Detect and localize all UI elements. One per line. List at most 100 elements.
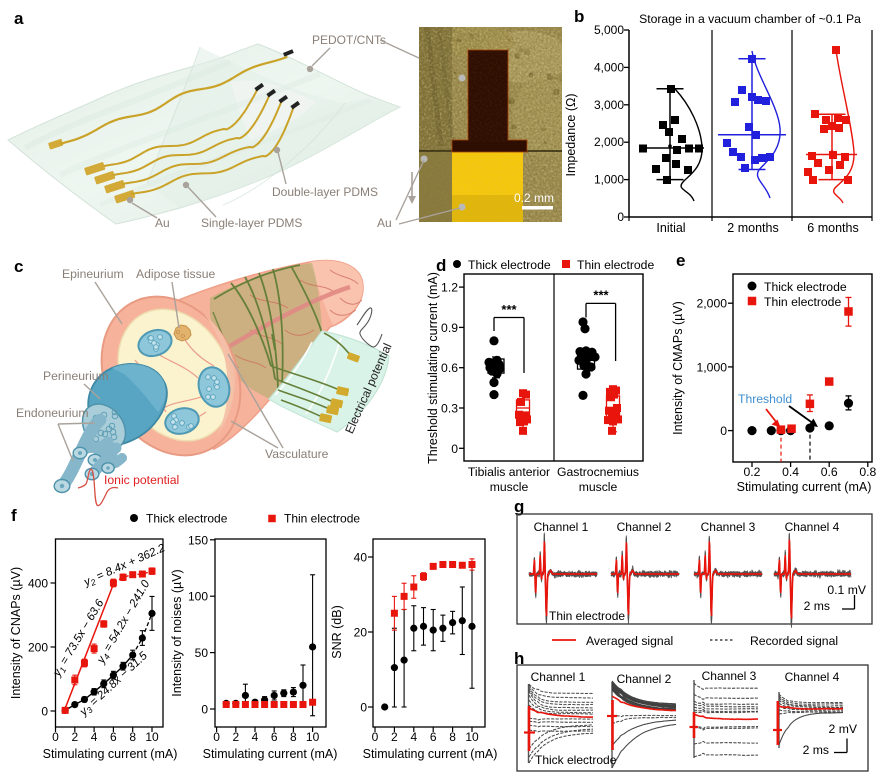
svg-text:SNR (dB): SNR (dB): [330, 605, 344, 658]
svg-text:Stimulating current (mA): Stimulating current (mA): [737, 480, 872, 494]
svg-text:Channel 2: Channel 2: [617, 672, 672, 686]
svg-text:Adipose tissue: Adipose tissue: [136, 267, 215, 281]
svg-text:0: 0: [41, 705, 48, 719]
svg-text:Thick electrode: Thick electrode: [468, 258, 551, 272]
svg-text:0: 0: [617, 210, 624, 224]
svg-text:***: ***: [501, 302, 517, 317]
svg-text:Gastrocnemius: Gastrocnemius: [557, 465, 639, 479]
svg-text:Au: Au: [377, 216, 392, 230]
svg-text:Thick electrode: Thick electrode: [764, 280, 847, 294]
svg-text:Storage in a vacuum chamber of: Storage in a vacuum chamber of ~0.1 Pa: [639, 12, 861, 26]
svg-text:0: 0: [451, 442, 458, 456]
svg-text:h: h: [514, 649, 524, 668]
svg-text:0.8: 0.8: [859, 465, 876, 479]
svg-text:6 months: 6 months: [807, 221, 858, 235]
svg-text:muscle: muscle: [490, 480, 529, 494]
svg-text:Initial: Initial: [656, 221, 685, 235]
svg-text:Intensity of CNAPs (µV): Intensity of CNAPs (µV): [9, 567, 23, 699]
svg-text:0.4: 0.4: [782, 465, 799, 479]
svg-text:0: 0: [360, 701, 367, 715]
svg-text:Au: Au: [155, 216, 170, 230]
svg-text:d: d: [436, 256, 446, 275]
svg-text:PEDOT/CNTs: PEDOT/CNTs: [312, 33, 386, 47]
svg-text:Thin electrode: Thin electrode: [764, 295, 841, 309]
svg-text:Recorded signal: Recorded signal: [750, 634, 838, 648]
svg-text:0: 0: [52, 730, 59, 744]
svg-text:b: b: [574, 7, 584, 26]
svg-text:0: 0: [201, 703, 208, 717]
svg-text:0: 0: [372, 730, 379, 744]
svg-text:4: 4: [410, 730, 417, 744]
svg-text:2 ms: 2 ms: [803, 743, 829, 757]
svg-text:1.2: 1.2: [441, 281, 458, 295]
svg-text:6: 6: [430, 730, 437, 744]
svg-text:8: 8: [449, 730, 456, 744]
svg-text:0.3: 0.3: [441, 402, 458, 416]
svg-text:4: 4: [252, 730, 259, 744]
svg-text:Channel 3: Channel 3: [702, 669, 757, 683]
svg-text:10: 10: [306, 730, 320, 744]
svg-text:2,000: 2,000: [697, 297, 728, 311]
svg-text:1,000: 1,000: [697, 360, 728, 374]
svg-text:g: g: [514, 497, 524, 516]
svg-text:40: 40: [354, 551, 368, 565]
svg-text:c: c: [14, 257, 23, 276]
svg-text:Epineurium: Epineurium: [62, 267, 124, 281]
svg-text:***: ***: [593, 288, 609, 303]
svg-text:8: 8: [290, 730, 297, 744]
svg-text:Channel 1: Channel 1: [531, 670, 586, 684]
svg-text:5,000: 5,000: [594, 23, 624, 37]
svg-text:0: 0: [720, 424, 727, 438]
svg-text:20: 20: [354, 626, 368, 640]
svg-text:Channel 4: Channel 4: [785, 520, 840, 534]
svg-text:Impedance (Ω): Impedance (Ω): [564, 94, 578, 177]
svg-text:4,000: 4,000: [594, 60, 624, 74]
svg-text:Channel 1: Channel 1: [534, 520, 589, 534]
svg-text:0.2 mm: 0.2 mm: [514, 191, 554, 205]
svg-text:0: 0: [213, 730, 220, 744]
svg-text:Channel 2: Channel 2: [617, 520, 672, 534]
svg-text:Channel 3: Channel 3: [701, 520, 756, 534]
svg-text:2 mV: 2 mV: [829, 722, 858, 736]
svg-text:2,000: 2,000: [594, 135, 624, 149]
svg-text:0.2: 0.2: [744, 465, 761, 479]
svg-text:2: 2: [391, 730, 398, 744]
svg-text:8: 8: [129, 730, 136, 744]
svg-text:0.6: 0.6: [821, 465, 838, 479]
svg-text:6: 6: [110, 730, 117, 744]
svg-text:Stimulating current (mA): Stimulating current (mA): [43, 747, 178, 761]
svg-text:150: 150: [188, 533, 208, 547]
svg-text:50: 50: [195, 646, 209, 660]
svg-text:a: a: [14, 9, 24, 28]
svg-text:Ionic potential: Ionic potential: [104, 473, 179, 487]
svg-text:Threshold: Threshold: [738, 392, 792, 406]
svg-text:0.1 mV: 0.1 mV: [827, 583, 866, 597]
svg-text:Endoneurium: Endoneurium: [16, 406, 89, 420]
svg-text:Thin electrode: Thin electrode: [284, 512, 360, 526]
svg-text:Intensity of CMAPs (µV): Intensity of CMAPs (µV): [671, 301, 685, 435]
svg-text:0.9: 0.9: [441, 321, 458, 335]
svg-text:4: 4: [91, 730, 98, 744]
svg-text:2 ms: 2 ms: [804, 599, 830, 613]
svg-text:Thick electrode: Thick electrode: [535, 753, 617, 767]
svg-text:e: e: [676, 251, 685, 270]
svg-text:400: 400: [28, 577, 48, 591]
svg-text:2 months: 2 months: [727, 221, 778, 235]
svg-text:Single-layer PDMS: Single-layer PDMS: [201, 216, 302, 230]
svg-text:0.6: 0.6: [441, 361, 458, 375]
svg-text:3,000: 3,000: [594, 98, 624, 112]
svg-text:Thick electrode: Thick electrode: [146, 512, 228, 526]
svg-text:Threshold stimulating current: Threshold stimulating current (mA): [426, 272, 440, 464]
svg-text:Channel 4: Channel 4: [785, 670, 840, 684]
svg-text:Tibialis anterior: Tibialis anterior: [468, 465, 550, 479]
svg-text:Averaged signal: Averaged signal: [586, 634, 673, 648]
svg-text:Stimulating current (mA): Stimulating current (mA): [203, 747, 338, 761]
svg-text:1,000: 1,000: [594, 173, 624, 187]
svg-text:100: 100: [188, 590, 208, 604]
svg-text:Vasculature: Vasculature: [265, 447, 329, 461]
svg-text:2: 2: [232, 730, 239, 744]
svg-text:10: 10: [465, 730, 479, 744]
svg-text:Double-layer PDMS: Double-layer PDMS: [272, 185, 378, 199]
svg-text:200: 200: [28, 641, 48, 655]
svg-text:6: 6: [271, 730, 278, 744]
